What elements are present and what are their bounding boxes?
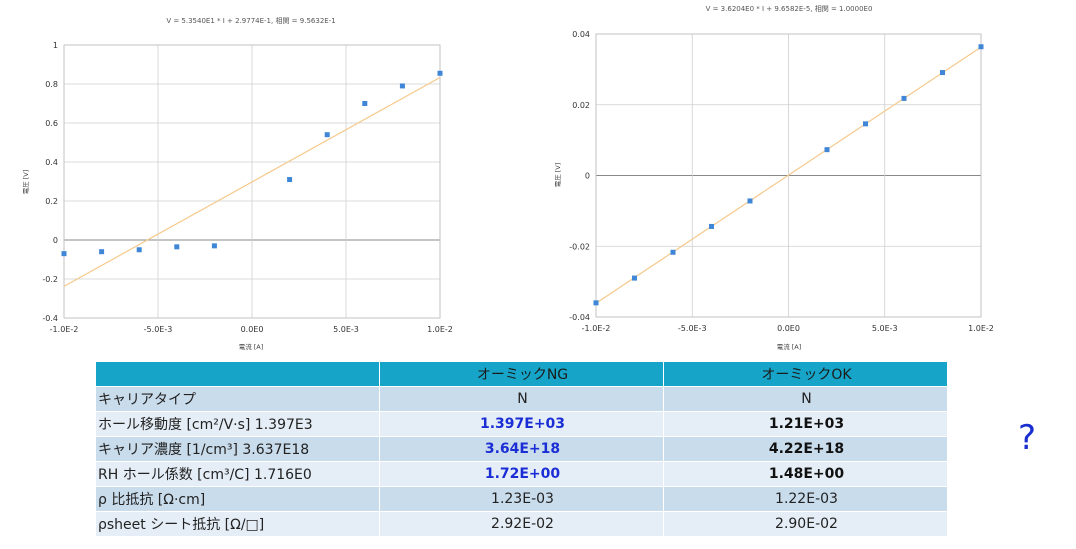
x-tick-label: -5.0E-3 <box>144 325 173 334</box>
y-tick-label: 0.4 <box>45 158 58 167</box>
table-row: キャリアタイプ N N <box>95 386 948 412</box>
ohmic-ok-value: 1.48E+00 <box>663 461 948 487</box>
data-point <box>399 83 405 89</box>
table-row: ρsheet シート抵抗 [Ω/□] 2.92E-02 2.90E-02 <box>95 511 948 537</box>
data-point <box>437 70 443 76</box>
y-tick-label: -0.04 <box>569 313 590 322</box>
row-label: ホール移動度 [cm²/V·s] 1.397E3 <box>95 411 380 437</box>
y-axis-label: 電圧 [V] <box>22 170 30 195</box>
y-axis-label: 電圧 [V] <box>554 163 562 188</box>
header-ohmic-ng: オーミックNG <box>379 361 664 387</box>
chart-equation: V = 3.6204E0 * I + 9.6582E-5, 相関 = 1.000… <box>706 4 873 13</box>
ohmic-ok-value: 1.22E-03 <box>663 486 948 512</box>
fit-line <box>63 77 441 287</box>
ohmic-ng-value: 2.92E-02 <box>379 511 664 537</box>
row-label: RH ホール係数 [cm³/C] 1.716E0 <box>95 461 380 487</box>
data-point <box>99 249 105 255</box>
data-point <box>324 132 330 138</box>
fit-line <box>595 46 982 304</box>
ohmic-ok-value: 1.21E+03 <box>663 411 948 437</box>
data-point <box>978 44 984 50</box>
table-row: ρ 比抵抗 [Ω·cm] 1.23E-03 1.22E-03 <box>95 486 948 512</box>
x-tick-label: 1.0E-2 <box>968 324 994 333</box>
data-point <box>747 198 753 204</box>
chart-equation: V = 5.3540E1 * I + 2.9774E-1, 相関 = 9.563… <box>166 16 335 25</box>
x-tick-label: 1.0E-2 <box>427 325 453 334</box>
y-tick-label: 0.02 <box>572 101 590 110</box>
y-tick-label: 0.2 <box>45 197 58 206</box>
data-point <box>362 101 368 106</box>
header-empty-cell <box>95 361 380 387</box>
y-tick-label: 0.6 <box>45 119 58 128</box>
y-tick-label: -0.4 <box>42 314 58 323</box>
x-tick-label: 0.0E0 <box>241 325 264 334</box>
table-row: RH ホール係数 [cm³/C] 1.716E0 1.72E+00 1.48E+… <box>95 461 948 487</box>
x-tick-label: 5.0E-3 <box>872 324 898 333</box>
data-point <box>593 300 599 306</box>
y-tick-label: 0 <box>585 172 590 181</box>
plot-frame <box>63 44 441 319</box>
ohmic-ok-value: N <box>663 386 948 412</box>
plot-area: -0.4 -0.2 0 0.2 0.4 0.6 0.8 1 -1.0E-2 -5.0E-3 0.0E… <box>42 41 452 334</box>
y-tick-label: 0 <box>53 236 58 245</box>
data-point <box>632 275 637 281</box>
row-label: キャリアタイプ <box>95 386 380 412</box>
table-header-row: オーミックNG オーミックOK <box>95 361 948 387</box>
plot-frame <box>595 33 982 318</box>
plot-area: -0.04 -0.02 0 0.02 0.04 -1.0E-2 -5.0E-3 0.0E0 5.… <box>569 30 994 333</box>
data-point <box>174 244 180 250</box>
data-point <box>670 249 676 255</box>
row-label: キャリア濃度 [1/cm³] 3.637E18 <box>95 436 380 462</box>
ohmic-ok-value: 2.90E-02 <box>663 511 948 537</box>
data-point <box>211 243 217 249</box>
data-point <box>287 177 293 183</box>
x-tick-label: -1.0E-2 <box>582 324 611 333</box>
data-point <box>61 251 67 257</box>
row-label: ρsheet シート抵抗 [Ω/□] <box>95 511 380 537</box>
y-tick-label: -0.02 <box>569 242 590 251</box>
y-tick-label: 0.8 <box>45 80 58 89</box>
ohmic-ng-value: 1.23E-03 <box>379 486 664 512</box>
data-point <box>709 223 714 229</box>
data-point <box>824 147 830 153</box>
x-tick-label: -5.0E-3 <box>678 324 707 333</box>
x-tick-label: 0.0E0 <box>777 324 800 333</box>
data-point <box>863 121 868 127</box>
y-tick-label: -0.2 <box>42 275 58 284</box>
row-label: ρ 比抵抗 [Ω·cm] <box>95 486 380 512</box>
ohmic-ok-value: 4.22E+18 <box>663 436 948 462</box>
ohmic-ng-value: 1.72E+00 <box>379 461 664 487</box>
x-tick-label: -1.0E-2 <box>50 325 79 334</box>
data-point <box>136 247 142 253</box>
ohmic-ng-value: 3.64E+18 <box>379 436 664 462</box>
ohmic-ng-value: 1.397E+03 <box>379 411 664 437</box>
x-tick-label: 5.0E-3 <box>333 325 359 334</box>
data-point <box>901 95 907 101</box>
header-ohmic-ok: オーミックOK <box>663 361 948 387</box>
results-table: オーミックNG オーミックOK キャリアタイプ N N ホール移動度 [cm²/… <box>95 361 948 537</box>
x-axis-label: 電流 [A] <box>777 342 802 351</box>
x-axis-label: 電流 [A] <box>239 342 264 351</box>
data-point <box>940 70 945 76</box>
y-tick-label: 1 <box>53 41 58 50</box>
y-tick-label: 0.04 <box>572 30 590 39</box>
ohmic-ng-value: N <box>379 386 664 412</box>
table-row: ホール移動度 [cm²/V·s] 1.397E3 1.397E+03 1.21E… <box>95 411 948 437</box>
table-row: キャリア濃度 [1/cm³] 3.637E18 3.64E+18 4.22E+1… <box>95 436 948 462</box>
question-mark: ? <box>1018 418 1037 458</box>
